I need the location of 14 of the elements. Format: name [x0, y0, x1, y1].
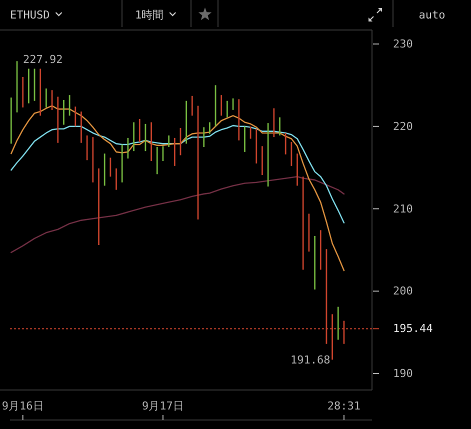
annotation: 191.68 [290, 354, 330, 367]
x-tick-label: 9月17日 [142, 400, 184, 412]
ref-line-label: 195.44 [393, 322, 434, 336]
y-tick-label: 220 [393, 120, 413, 133]
annotation: 227.92 [23, 53, 63, 66]
y-tick-label: 200 [393, 284, 413, 298]
x-tick-label: 28:31 [327, 400, 361, 412]
y-tick-label: 190 [393, 367, 413, 380]
x-tick-label: 9月16日 [2, 400, 44, 412]
y-tick-label: 210 [393, 202, 413, 216]
chart-title: ETHUSD [10, 8, 50, 22]
y-tick-label: 230 [393, 38, 413, 51]
text: auto [418, 8, 446, 22]
chart-subtitle: 1時間 [135, 8, 164, 22]
